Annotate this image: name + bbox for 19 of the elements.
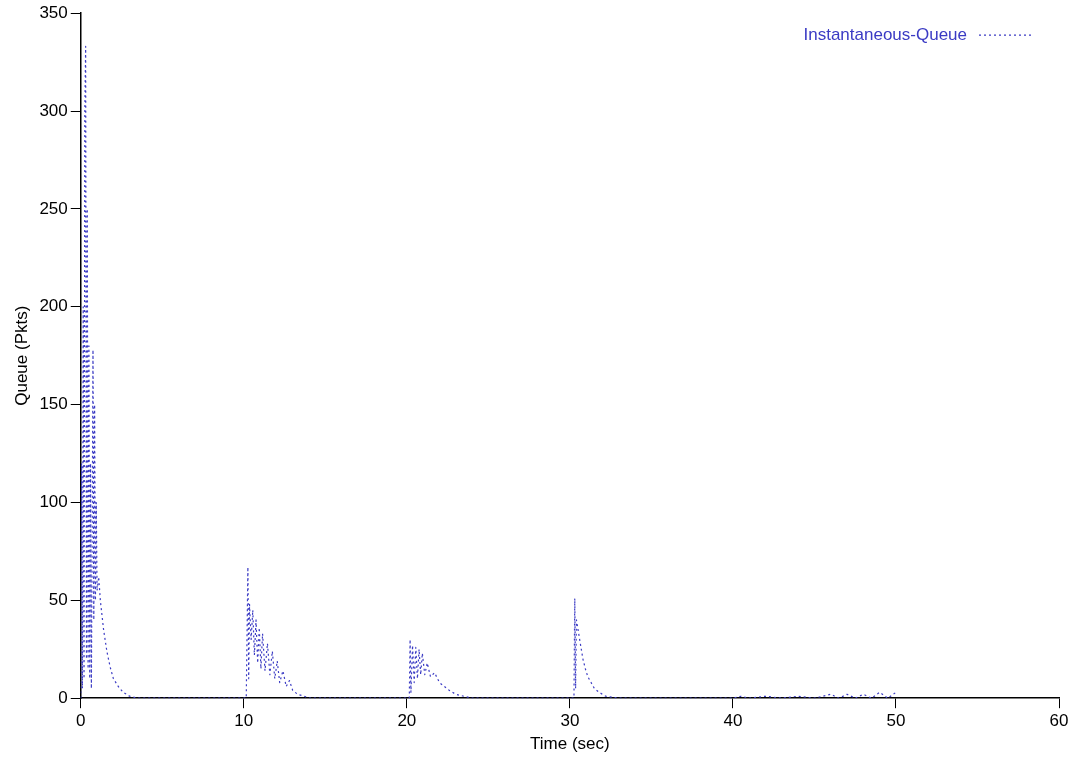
x-tick-label: 60 bbox=[1049, 711, 1069, 731]
x-tick-label: 30 bbox=[560, 711, 580, 731]
legend-label: Instantaneous-Queue bbox=[803, 24, 968, 44]
y-axis-title: Queue (Pkts) bbox=[11, 305, 31, 406]
y-tick-label: 250 bbox=[39, 198, 68, 218]
y-tick-label: 100 bbox=[39, 492, 68, 512]
x-tick-label: 0 bbox=[76, 711, 86, 731]
y-tick-label: 350 bbox=[39, 2, 68, 22]
x-axis-title: Time (sec) bbox=[530, 734, 610, 754]
x-tick-label: 20 bbox=[397, 711, 417, 731]
line-series bbox=[80, 45, 897, 699]
y-tick-label: 200 bbox=[39, 296, 68, 316]
y-tick-label: 300 bbox=[39, 100, 68, 120]
x-tick-label: 10 bbox=[234, 711, 254, 731]
x-tick-label: 50 bbox=[886, 711, 906, 731]
y-tick-label: 50 bbox=[48, 590, 68, 610]
y-tick-label: 150 bbox=[39, 394, 68, 414]
y-tick-label: 0 bbox=[58, 687, 68, 707]
x-tick-label: 40 bbox=[723, 711, 743, 731]
